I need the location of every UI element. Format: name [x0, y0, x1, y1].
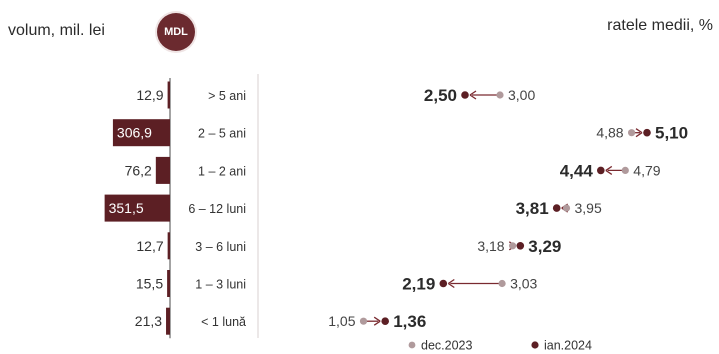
volume-value-label: 21,3	[135, 313, 162, 329]
dec-2023-point	[621, 166, 629, 174]
legend-dec-2023-marker	[408, 341, 416, 349]
maturity-label: 3 – 6 luni	[195, 240, 246, 254]
jan-2024-value-label: 4,44	[560, 161, 594, 180]
jan-2024-value-label: 2,50	[424, 86, 457, 105]
jan-2024-point	[552, 204, 561, 212]
maturity-label: < 1 lună	[201, 315, 246, 329]
jan-2024-value-label: 3,81	[516, 199, 549, 218]
change-arrowhead	[469, 90, 477, 100]
maturity-label: 1 – 3 luni	[195, 278, 246, 292]
jan-2024-point	[381, 317, 390, 326]
dec-2023-value-label: 4,79	[633, 162, 660, 178]
mdl-currency-badge: MDL	[157, 13, 195, 51]
dec-2023-point	[496, 91, 504, 99]
change-arrowhead	[447, 278, 455, 289]
dec-2023-point	[498, 279, 506, 288]
legend-dec-2023-label: dec.2023	[421, 339, 472, 353]
dec-2023-value-label: 1,05	[328, 313, 355, 329]
change-arrowhead	[605, 165, 613, 175]
maturity-label: 2 – 5 ani	[198, 127, 246, 141]
maturity-label: 1 – 2 ani	[198, 164, 246, 178]
volume-bar	[167, 232, 170, 260]
volume-value-label: 306,9	[117, 125, 152, 141]
jan-2024-value-label: 5,10	[655, 124, 688, 143]
volume-value-label: 76,2	[125, 162, 152, 178]
volume-bar	[155, 156, 170, 184]
change-arrowhead	[373, 316, 381, 326]
volume-bar	[112, 119, 170, 147]
dec-2023-point	[359, 317, 368, 325]
legend-jan-2024-marker	[531, 341, 539, 349]
jan-2024-point	[643, 128, 651, 137]
change-arrowhead	[635, 128, 643, 138]
jan-2024-point	[597, 166, 605, 175]
maturity-label: 6 – 12 luni	[188, 202, 246, 216]
jan-2024-value-label: 2,19	[402, 275, 435, 294]
jan-2024-point	[461, 91, 469, 99]
volume-value-label: 15,5	[136, 276, 163, 292]
dec-2023-value-label: 3,03	[510, 276, 537, 292]
volume-bar	[166, 307, 170, 335]
dec-2023-value-label: 3,95	[575, 200, 602, 216]
dec-2023-point	[628, 129, 636, 137]
volume-value-label: 351,5	[109, 200, 144, 216]
jan-2024-point	[439, 279, 448, 288]
dec-2023-value-label: 3,18	[477, 238, 504, 254]
volume-bar	[104, 194, 170, 222]
jan-2024-point	[516, 242, 525, 250]
volume-bar	[167, 270, 170, 297]
dec-2023-value-label: 4,88	[596, 125, 623, 141]
volume-title: volum, mil. lei	[8, 22, 105, 39]
volume-value-label: 12,9	[136, 87, 163, 103]
dec-2023-point	[508, 242, 517, 250]
maturity-label: > 5 ani	[208, 89, 246, 103]
legend-jan-2024-label: ian.2024	[544, 339, 592, 353]
dec-2023-point	[562, 204, 571, 212]
jan-2024-value-label: 1,36	[393, 312, 426, 331]
volume-value-label: 12,7	[136, 238, 163, 254]
volume-bar	[167, 81, 170, 109]
rates-title: ratele medii, %	[607, 17, 713, 34]
jan-2024-value-label: 3,29	[528, 237, 561, 256]
dec-2023-value-label: 3,00	[508, 87, 535, 103]
